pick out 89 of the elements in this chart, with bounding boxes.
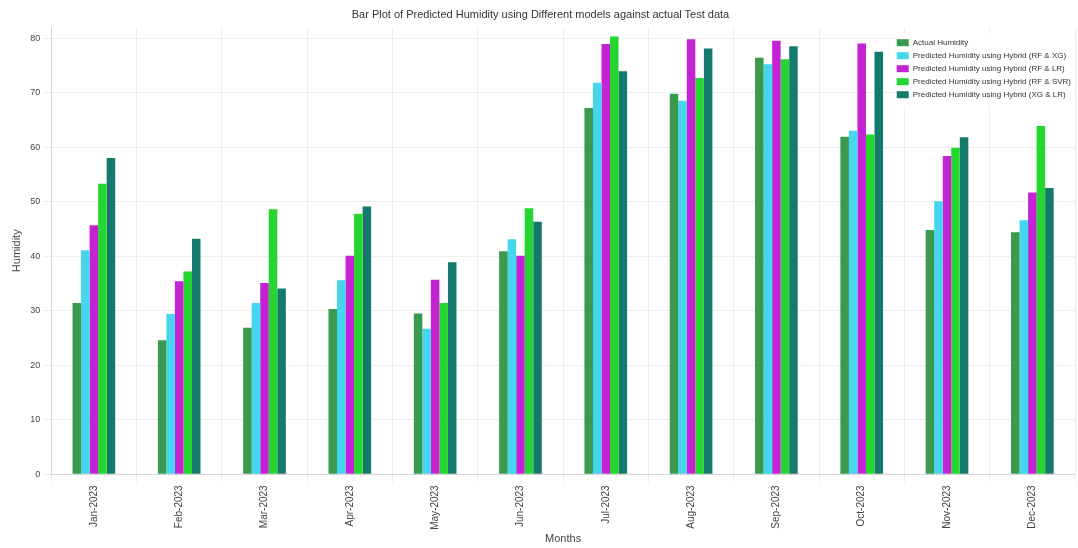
bar — [447, 262, 457, 474]
bar — [183, 271, 192, 474]
bar — [618, 71, 628, 474]
bar — [874, 51, 884, 474]
bar — [669, 93, 679, 474]
bar — [277, 288, 286, 474]
bar — [848, 130, 858, 474]
bar — [98, 183, 107, 474]
x-tick-label: Jul-2023 — [599, 484, 611, 524]
y-tick-label: 60 — [30, 141, 41, 152]
bar — [1028, 192, 1037, 474]
y-tick-label: 10 — [30, 414, 41, 425]
legend-label: Actual Humidity — [912, 38, 969, 48]
bar — [516, 255, 525, 474]
bar — [268, 209, 278, 474]
bar — [840, 136, 849, 474]
bar — [345, 255, 355, 474]
x-tick-label: Mar-2023 — [258, 484, 270, 529]
legend-label: Predicted Humidity using Hybrid (RF & LR) — [912, 64, 1066, 74]
y-tick-label: 50 — [30, 196, 41, 207]
bar — [243, 327, 252, 474]
bar — [592, 82, 602, 474]
x-tick-label: May-2023 — [428, 484, 440, 530]
legend-label: Predicted Humidity using Hybrid (RF & SVR) — [912, 77, 1072, 87]
bar — [678, 100, 687, 474]
bar — [439, 303, 448, 474]
x-tick-label: Oct-2023 — [855, 484, 867, 527]
bar — [686, 39, 696, 474]
x-tick-label: Apr-2023 — [343, 484, 355, 527]
bar — [934, 201, 943, 474]
bar — [72, 303, 82, 474]
bar — [507, 239, 517, 474]
bar — [260, 282, 269, 474]
bar — [1019, 220, 1029, 474]
bar — [251, 303, 261, 474]
bar — [703, 48, 713, 474]
x-axis-title: Months — [545, 532, 582, 545]
bar — [413, 313, 423, 474]
bar — [422, 328, 431, 474]
bar — [81, 250, 90, 474]
x-tick-label: Sep-2023 — [770, 484, 782, 529]
chart-title: Bar Plot of Predicted Humidity using Different models against actual Test data — [351, 7, 731, 20]
x-tick-label: Nov-2023 — [940, 484, 952, 529]
y-tick-label: 80 — [30, 32, 41, 43]
bar — [780, 59, 790, 474]
bar — [763, 64, 773, 474]
bar — [499, 251, 508, 474]
bar — [1045, 188, 1054, 474]
bar — [337, 280, 346, 474]
bar — [942, 155, 952, 474]
bar — [166, 314, 175, 474]
y-axis-title: Humidity — [9, 228, 22, 273]
legend-label: Predicted Humidity using Hybrid (RF & XG) — [912, 51, 1067, 61]
bar — [1036, 125, 1046, 474]
bar — [524, 208, 534, 474]
bar — [959, 137, 969, 474]
legend-label: Predicted Humidity using Hybrid (XG & LR) — [912, 90, 1067, 100]
bar — [610, 36, 619, 474]
bar — [695, 77, 704, 474]
x-tick-label: Feb-2023 — [172, 484, 184, 529]
x-tick-label: Jun-2023 — [514, 484, 526, 528]
bar — [601, 44, 611, 474]
bar — [772, 40, 781, 474]
bar — [106, 158, 116, 474]
x-tick-label: Aug-2023 — [684, 484, 696, 529]
bar — [951, 147, 960, 474]
x-tick-label: Jan-2023 — [87, 484, 99, 528]
y-tick-label: 30 — [30, 305, 41, 316]
y-tick-label: 70 — [30, 87, 41, 98]
bar — [354, 213, 363, 474]
bar — [533, 221, 542, 474]
y-tick-label: 0 — [35, 468, 41, 479]
bar — [191, 238, 201, 474]
bar — [925, 230, 935, 474]
bar — [362, 206, 372, 474]
bar — [1011, 232, 1020, 474]
bar — [157, 340, 167, 474]
bar — [857, 43, 866, 474]
x-tick-label: Dec-2023 — [1026, 484, 1038, 529]
bar — [328, 309, 338, 474]
bar — [584, 107, 593, 474]
bar — [789, 46, 798, 474]
bar — [89, 225, 99, 474]
y-tick-label: 40 — [30, 250, 41, 261]
bar — [430, 279, 440, 474]
bar — [174, 281, 184, 474]
bar — [865, 134, 875, 474]
y-tick-label: 20 — [30, 359, 41, 370]
bar — [755, 57, 764, 474]
